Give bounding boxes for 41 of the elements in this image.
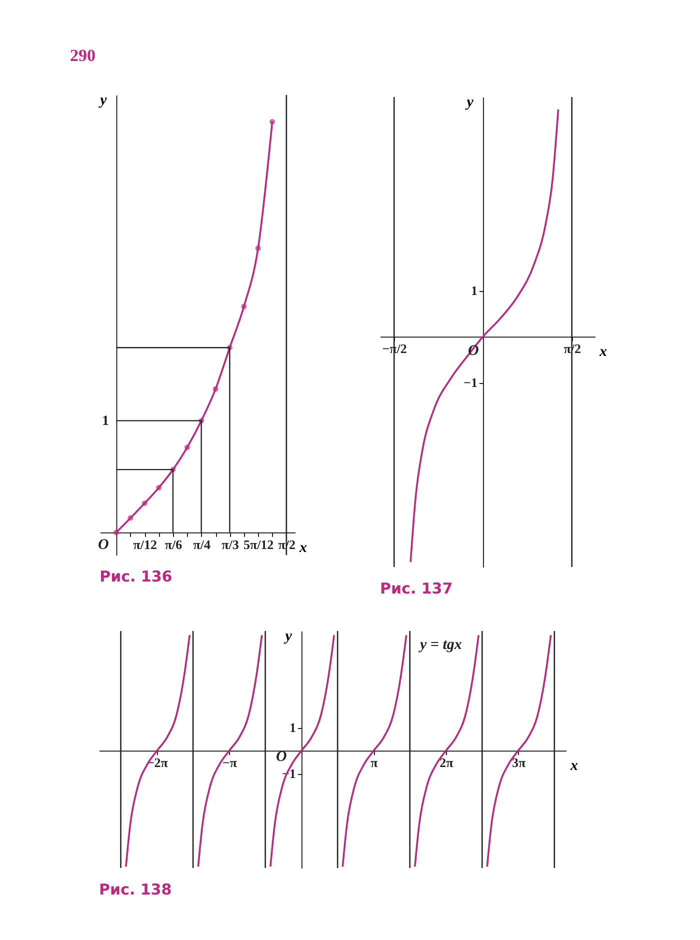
y-axis-title: y [98,92,108,108]
point [142,500,148,506]
annotation: 1 [102,414,109,430]
annotation: O [276,749,287,766]
x-tick-label: π/6 [164,536,183,552]
point [128,515,134,521]
line-series [410,108,560,563]
text: Рис. 136 [100,568,172,586]
point [212,386,218,392]
text: O [98,537,109,554]
x-tick-label: 2π [440,755,454,770]
x-tick-label: π/4 [193,536,211,552]
x-tick-label: 5π/12 [243,536,274,552]
x-tick-label: −π [222,755,237,770]
annotation: y = tgx [420,637,462,654]
x-axis-title: x [298,540,308,556]
y-axis-title: y [464,94,474,110]
y-axis-title: y [283,628,292,644]
y-tick-label: −1 [464,375,478,390]
line-series [414,634,480,868]
line-series [125,634,191,868]
x-tick-label: 3π [512,755,526,770]
x-axis-title: x [570,758,578,774]
x-tick-label: π/3 [222,536,240,552]
line-series [197,634,263,868]
x-tick-label: π/12 [133,536,157,552]
line-series [342,634,408,868]
point [184,444,190,450]
point [270,118,275,124]
x-tick-label: −2π [146,755,168,770]
point [114,530,119,536]
point [255,245,261,251]
text: Рис. 138 [99,880,172,899]
line-series [486,634,552,868]
point [241,304,247,310]
text: Рис. 137 [380,580,453,598]
line-series [269,634,336,868]
x-tick-label: π [370,755,378,770]
x-axis-title: x [598,344,608,360]
text: 290 [70,46,96,66]
point [156,484,162,490]
